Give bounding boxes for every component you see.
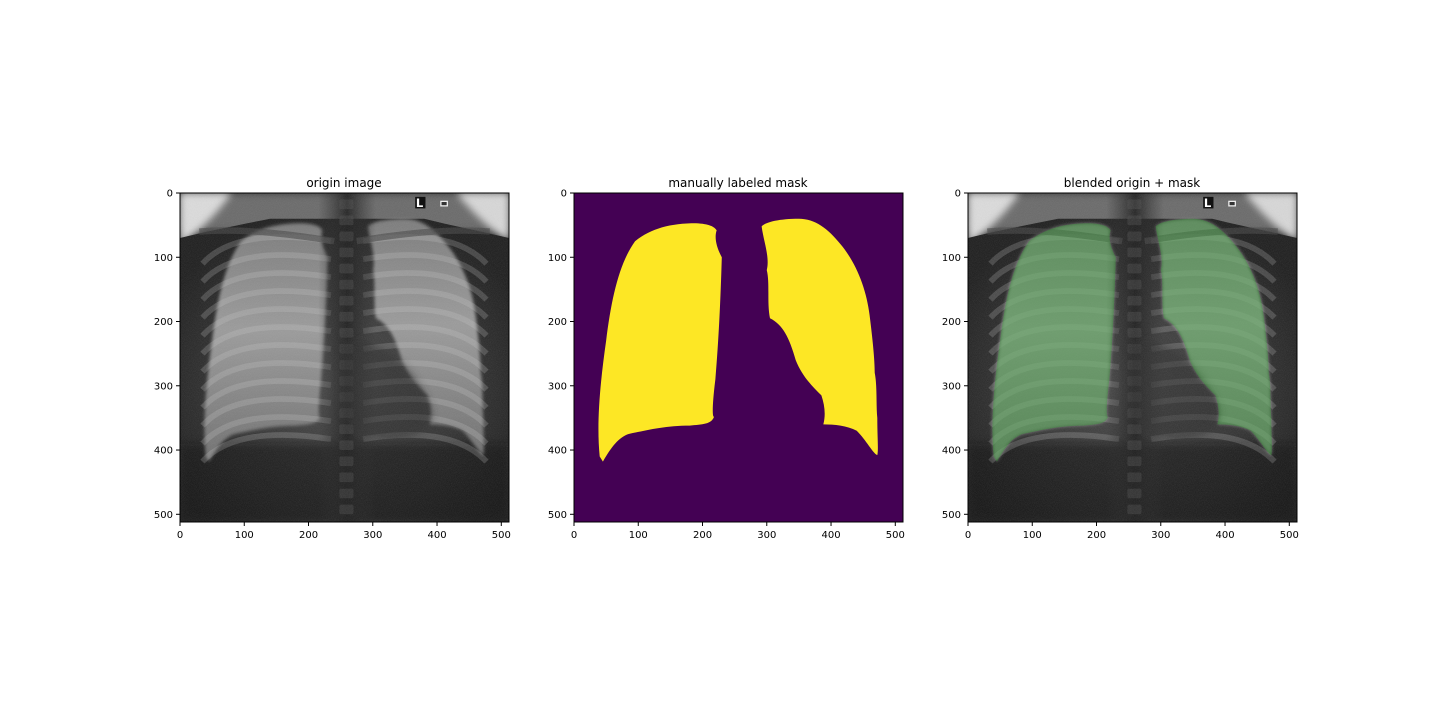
panel-image-clip: L <box>180 193 509 522</box>
y-tick-label: 500 <box>154 510 173 521</box>
axes-frame <box>179 192 510 523</box>
panel-title-text: blended origin + mask <box>1063 176 1201 190</box>
panel-image-clip <box>574 193 903 522</box>
x-tick-label: 0 <box>965 530 971 541</box>
panel-image-blended: L <box>968 193 1297 522</box>
x-tick-label: 500 <box>886 530 905 541</box>
panel-title-text: origin image <box>306 176 382 190</box>
panel-title: manually labeled mask <box>574 175 904 193</box>
y-tick-label: 300 <box>548 381 567 392</box>
y-tick-label: 100 <box>154 253 173 264</box>
x-tick-label: 400 <box>427 530 446 541</box>
x-tick-label: 200 <box>299 530 318 541</box>
y-tick-label: 300 <box>154 381 173 392</box>
x-tick-label: 100 <box>629 530 648 541</box>
x-tick-label: 400 <box>821 530 840 541</box>
x-tick-label: 200 <box>1087 530 1106 541</box>
y-tick-label: 200 <box>548 317 567 328</box>
x-tick-label: 0 <box>571 530 577 541</box>
y-tick-label: 0 <box>561 189 567 200</box>
panel-title: blended origin + mask <box>968 175 1298 193</box>
y-tick-label: 300 <box>942 381 961 392</box>
x-tick-label: 100 <box>235 530 254 541</box>
y-tick-label: 100 <box>548 253 567 264</box>
x-tick-label: 300 <box>363 530 382 541</box>
panel-image-clip: L <box>968 193 1297 522</box>
xray-marker-box <box>1203 196 1214 209</box>
axes-frame <box>967 192 1298 523</box>
x-tick-label: 100 <box>1023 530 1042 541</box>
xray-marker-letter: L <box>416 196 424 210</box>
panel-origin-image: origin image <box>180 175 510 545</box>
y-tick-label: 100 <box>942 253 961 264</box>
y-tick-label: 0 <box>955 189 961 200</box>
panel-manual-mask: manually labeled mask <box>574 175 904 545</box>
y-tick-label: 500 <box>548 510 567 521</box>
y-tick-label: 500 <box>942 510 961 521</box>
x-tick-label: 400 <box>1215 530 1234 541</box>
y-tick-label: 200 <box>942 317 961 328</box>
panel-blended: blended origin + mask <box>968 175 1298 545</box>
x-tick-label: 500 <box>1280 530 1299 541</box>
xray-marker-label-inner <box>441 201 447 206</box>
xray-noise <box>180 193 509 522</box>
panel-image-origin: L <box>180 193 509 522</box>
x-tick-label: 300 <box>757 530 776 541</box>
panel-image-mask <box>574 193 903 522</box>
y-tick-label: 0 <box>167 189 173 200</box>
xray-marker-label-inner <box>1229 201 1235 206</box>
xray-marker-box <box>415 196 426 209</box>
panel-title: origin image <box>180 175 510 193</box>
x-tick-label: 500 <box>492 530 511 541</box>
y-tick-label: 400 <box>154 446 173 457</box>
x-tick-label: 300 <box>1151 530 1170 541</box>
y-tick-label: 200 <box>154 317 173 328</box>
x-tick-label: 0 <box>177 530 183 541</box>
xray-marker-letter: L <box>1204 196 1212 210</box>
panel-title-text: manually labeled mask <box>668 176 808 190</box>
axes-frame <box>573 192 904 523</box>
y-tick-label: 400 <box>942 446 961 457</box>
y-tick-label: 400 <box>548 446 567 457</box>
x-tick-label: 200 <box>693 530 712 541</box>
